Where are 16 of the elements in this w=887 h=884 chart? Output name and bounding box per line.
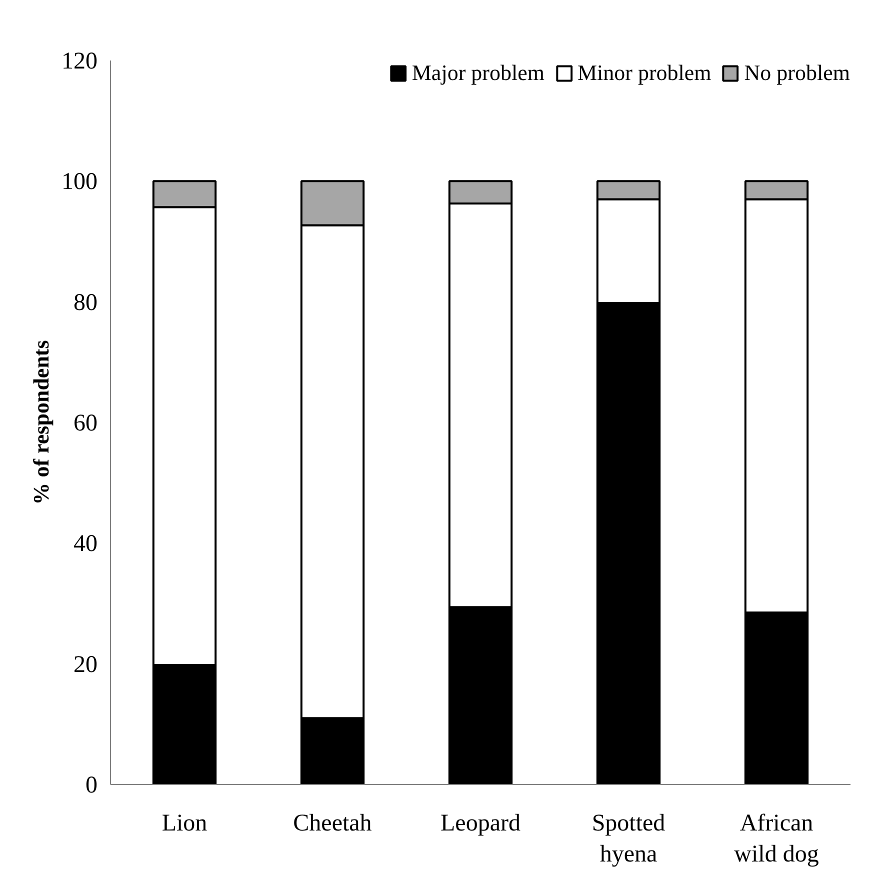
x-tick-label: Lion xyxy=(162,810,208,836)
x-tick-label: African wild dog xyxy=(734,810,819,868)
y-tick-label: 120 xyxy=(62,48,98,74)
legend-label: Minor problem xyxy=(577,60,712,86)
y-tick-label: 20 xyxy=(74,652,98,678)
y-tick-label: 60 xyxy=(74,410,98,436)
x-tick-label: Leopard xyxy=(440,810,520,836)
y-tick-label: 80 xyxy=(74,290,98,316)
y-tick-label: 40 xyxy=(74,531,98,558)
y-tick-label: 100 xyxy=(62,169,98,196)
y-axis-title: % of respondents xyxy=(28,340,54,505)
legend-label: Major problem xyxy=(412,60,544,86)
x-tick-label: Spotted hyena xyxy=(592,810,666,868)
legend-label: No problem xyxy=(744,60,850,86)
x-tick-label: Cheetah xyxy=(293,810,372,836)
y-tick-label: 0 xyxy=(86,772,98,798)
